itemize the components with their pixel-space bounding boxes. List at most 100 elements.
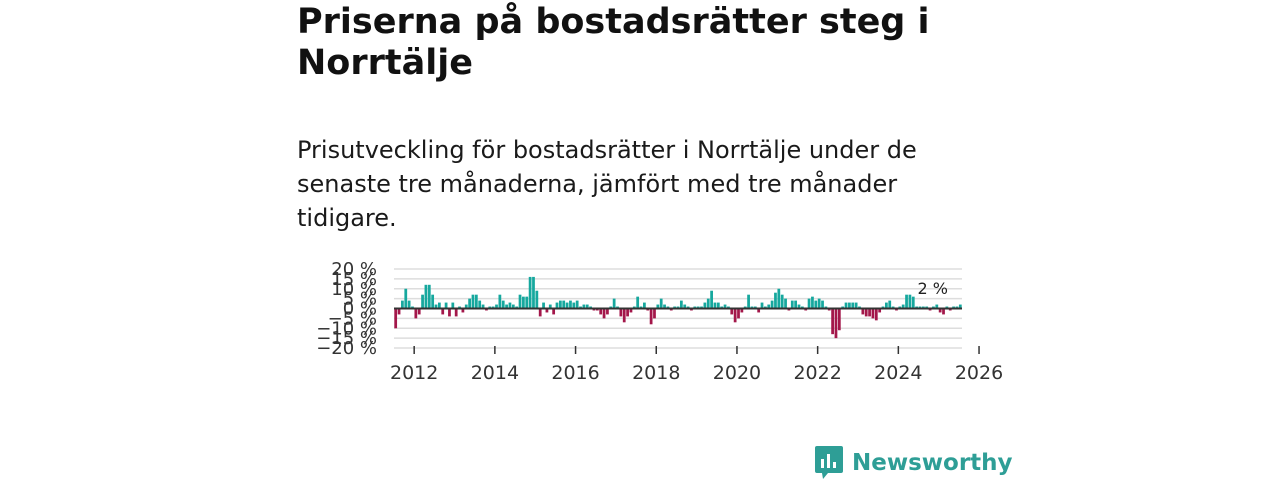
data-bar [814, 300, 818, 309]
brand-name: Newsworthy [852, 450, 1013, 476]
data-bar [424, 284, 428, 309]
data-bar [468, 298, 472, 309]
data-bar [629, 308, 633, 313]
data-bar [404, 288, 408, 309]
data-bar [498, 294, 502, 309]
data-bar [807, 298, 811, 309]
data-bar [747, 294, 750, 309]
data-bar [535, 290, 539, 309]
data-bar [780, 294, 784, 309]
data-bar [421, 294, 424, 309]
data-bar [706, 298, 710, 309]
chart-gridlines [394, 268, 962, 349]
data-bar [555, 302, 559, 309]
data-bar [444, 302, 448, 309]
data-bar [441, 308, 445, 315]
data-bar [653, 308, 656, 319]
newsworthy-brand: Newsworthy [814, 445, 1013, 481]
data-bar [474, 294, 478, 309]
bar-chart-speech-bubble-logo-icon [815, 446, 843, 479]
data-bar [538, 308, 542, 317]
data-bar [730, 308, 734, 315]
data-bar [834, 308, 838, 339]
data-bar [478, 300, 482, 309]
data-bar [522, 296, 525, 309]
data-bar [905, 294, 908, 309]
data-bar [649, 308, 653, 325]
data-bar [884, 302, 888, 309]
data-bar [407, 300, 411, 309]
data-bar [558, 300, 562, 309]
data-bar [817, 298, 821, 309]
data-bar [942, 308, 945, 315]
data-bar [481, 304, 485, 309]
data-bar [511, 304, 515, 309]
data-bar [797, 304, 801, 309]
data-bar [713, 302, 717, 309]
data-bar [451, 302, 455, 309]
data-bar [784, 298, 787, 309]
data-bar [643, 302, 646, 309]
x-tick-label: 2012 [390, 362, 438, 384]
data-bar [958, 304, 962, 309]
x-axis: 2012 2014 2016 2018 2020 2022 2024 2026 [390, 346, 1003, 384]
data-bar [703, 302, 707, 309]
data-bar [612, 298, 616, 309]
data-bar [811, 296, 814, 309]
data-bar [414, 308, 418, 319]
data-bar [606, 308, 609, 315]
last-value-label: 2 % [918, 279, 948, 298]
data-bar [821, 300, 824, 309]
data-bar [868, 308, 871, 317]
data-bar [831, 308, 834, 335]
data-bar [861, 308, 865, 315]
chart-annotations: 2 % [918, 279, 948, 298]
y-tick-label: 0 % [343, 299, 377, 320]
data-bar [837, 308, 841, 331]
data-bar [901, 304, 905, 309]
data-bar [471, 294, 475, 309]
data-bar [679, 300, 683, 309]
data-bar [532, 276, 535, 309]
data-bar [851, 302, 855, 309]
data-bar [548, 304, 552, 309]
data-bar [774, 292, 777, 309]
data-bar [908, 294, 912, 309]
data-bar [622, 308, 626, 323]
data-bar [733, 308, 737, 323]
data-bar [565, 302, 569, 309]
data-bar [656, 304, 660, 309]
data-bar [417, 308, 421, 315]
data-bar [582, 304, 586, 309]
data-bar [663, 304, 666, 309]
data-bar [854, 302, 858, 309]
y-axis-labels: 20 %15 %10 %5 %0 %−5 %−10 %−15 %−20 % [316, 259, 377, 359]
data-bar [636, 296, 640, 309]
x-tick-label: 2016 [551, 362, 599, 384]
y-tick-label: 20 % [331, 259, 377, 280]
data-bar [575, 300, 579, 309]
data-bar [878, 308, 882, 313]
data-bar [505, 304, 508, 309]
data-bar [427, 284, 431, 309]
data-bar [770, 300, 774, 309]
y-tick-label: 15 % [331, 269, 377, 290]
data-bar [911, 296, 915, 309]
data-bar [518, 294, 522, 309]
y-tick-label: 5 % [343, 289, 377, 310]
chart-subtitle: Prisutveckling för bostadsrätter i Norrt… [297, 136, 917, 232]
data-bar [659, 298, 663, 309]
data-bar [888, 300, 892, 309]
data-bar [794, 300, 798, 309]
x-tick-label: 2020 [713, 362, 761, 384]
data-bar [757, 308, 761, 313]
data-bar [626, 308, 629, 317]
data-bar [683, 304, 687, 309]
data-bar [602, 308, 606, 319]
chart-bars [394, 276, 962, 339]
data-bar [790, 300, 794, 309]
data-bar [545, 308, 549, 313]
y-tick-label: −15 % [316, 328, 377, 349]
data-bar [864, 308, 868, 317]
data-bar [434, 304, 438, 309]
